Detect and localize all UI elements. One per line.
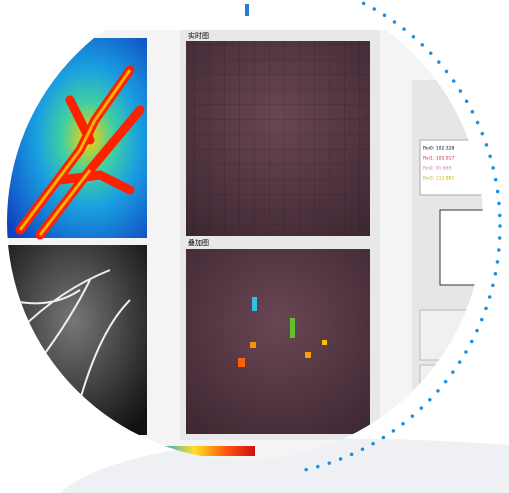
panel-title: 实时图	[188, 31, 209, 40]
roi-marker	[290, 318, 295, 338]
grayscale-image	[7, 245, 147, 435]
panel-title: 叠加图	[188, 238, 209, 247]
circle-frame: 实时图 叠加图 Roi0: 102.328 Roi1: 102.917 Roi2…	[7, 0, 483, 460]
background-blob	[60, 438, 509, 493]
grayscale-vessels	[9, 269, 131, 401]
roi-marker	[305, 352, 311, 358]
dotted-arc	[0, 0, 500, 476]
roi-text: Roi2: 91.665	[423, 166, 452, 172]
roi-marker	[322, 340, 327, 345]
roi-marker	[238, 358, 245, 367]
heatmap-image	[7, 38, 147, 238]
live-grid	[186, 41, 370, 236]
slider	[245, 4, 249, 16]
roi-text: Roi3: 112.881	[423, 176, 454, 182]
side-box	[419, 364, 483, 416]
roi-marker	[250, 342, 256, 348]
roi-text: Roi1: 102.917	[423, 156, 454, 162]
heatmap-core	[18, 69, 132, 236]
colorbar	[120, 446, 255, 456]
overlay-image	[186, 249, 370, 434]
chart-box	[439, 209, 483, 286]
roi-text: Roi0: 102.328	[423, 146, 454, 152]
roi-marker	[252, 297, 257, 311]
toolbar	[7, 0, 483, 30]
